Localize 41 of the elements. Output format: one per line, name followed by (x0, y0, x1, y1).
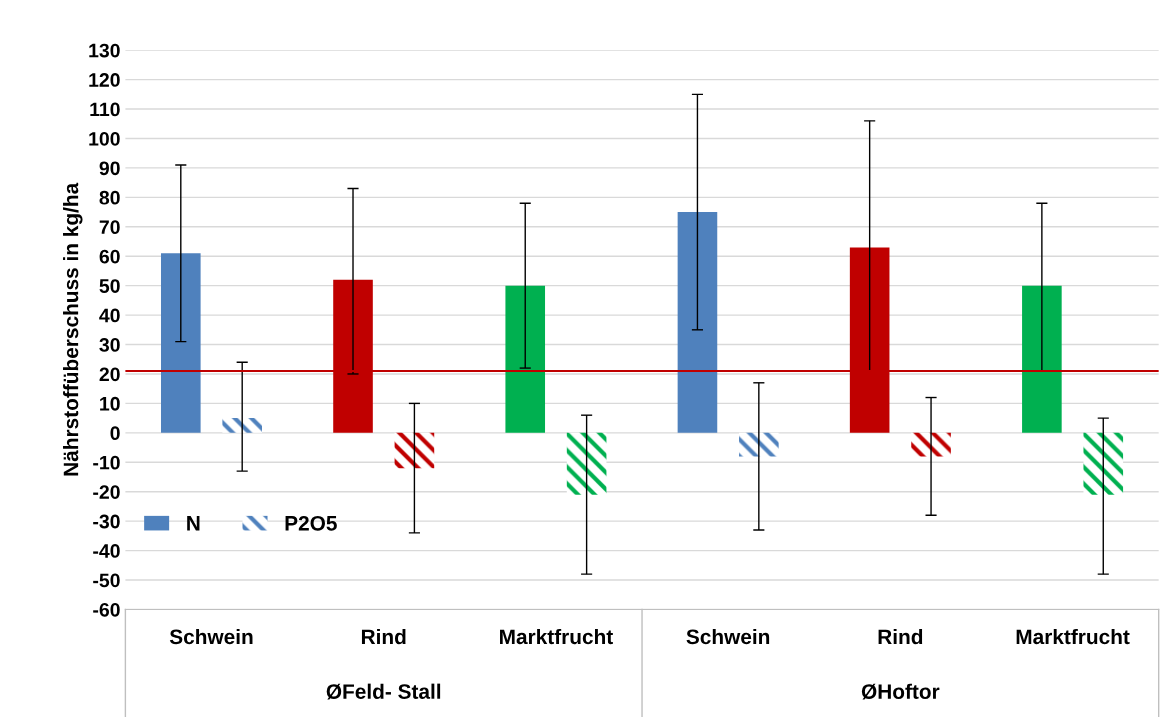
y-tick-label: 80 (99, 190, 120, 205)
bar (739, 432, 779, 457)
bar (1083, 432, 1124, 495)
bar (160, 253, 201, 433)
y-axis-title: Nährstoffüberschuss in kg/ha (63, 182, 83, 476)
y-tick-label: -30 (93, 514, 120, 529)
x-tick-label: Schwein (686, 628, 770, 645)
bar (222, 418, 262, 433)
y-tick-label: -60 (93, 602, 120, 617)
legend-label: P2O5 (285, 515, 337, 531)
bar (677, 212, 718, 433)
bar (1022, 285, 1062, 433)
y-tick-label: 60 (99, 249, 120, 264)
y-tick-label: 50 (99, 279, 120, 293)
text: ØHoftor (861, 683, 940, 700)
x-tick-label: Rind (878, 628, 923, 645)
y-tick-label: 130 (89, 43, 120, 58)
y-tick-label: -40 (93, 544, 120, 558)
y-tick-label: 40 (99, 308, 120, 323)
legend-label: N (187, 516, 200, 531)
x-tick-label: Schwein (169, 628, 253, 645)
bar (911, 432, 951, 457)
y-tick-label: 20 (99, 367, 120, 382)
y-tick-label: 0 (110, 426, 120, 441)
bar (566, 432, 607, 495)
y-tick-label: 110 (90, 102, 120, 117)
y-tick-label: -10 (93, 455, 120, 470)
y-tick-label: -50 (93, 573, 120, 588)
x-tick-label: Rind (361, 628, 406, 645)
y-tick-label: 120 (89, 73, 120, 87)
bar (505, 285, 546, 433)
x-tick-label: Marktfrucht (1016, 628, 1130, 645)
y-tick-label: 10 (100, 396, 120, 411)
x-tick-label: Marktfrucht (500, 628, 613, 645)
y-tick-label: -20 (93, 485, 120, 499)
bar (394, 432, 435, 469)
y-tick-label: 90 (99, 161, 120, 176)
y-tick-label: 30 (99, 338, 120, 352)
y-tick-label: 100 (89, 131, 120, 146)
text: ØFeld- Stall (326, 683, 441, 700)
y-tick-label: 70 (99, 220, 120, 235)
